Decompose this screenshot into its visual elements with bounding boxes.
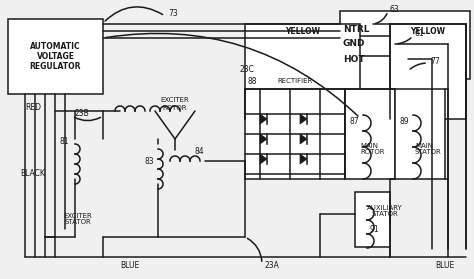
Text: 83: 83: [145, 157, 155, 165]
Text: NTRL: NTRL: [343, 25, 370, 33]
Bar: [390, 24, 466, 119]
Text: YELLOW: YELLOW: [410, 27, 446, 35]
Text: 23B: 23B: [75, 109, 90, 119]
Text: RECTIFIER: RECTIFIER: [277, 78, 313, 84]
Text: 87: 87: [350, 117, 360, 126]
Text: BLACK: BLACK: [20, 170, 45, 179]
Polygon shape: [300, 114, 307, 124]
Bar: [340, 56, 435, 124]
Text: HOT: HOT: [343, 54, 365, 64]
Text: EXCITER
ROTOR: EXCITER ROTOR: [161, 97, 190, 110]
Text: 23C: 23C: [240, 64, 255, 73]
Bar: [340, 11, 470, 79]
Text: GND: GND: [343, 40, 365, 49]
Bar: [340, 36, 452, 104]
Polygon shape: [260, 154, 267, 164]
Text: 61: 61: [415, 30, 425, 39]
Text: BLUE: BLUE: [120, 261, 140, 271]
Text: 84: 84: [195, 146, 205, 155]
Bar: [245, 89, 345, 179]
Text: 73: 73: [168, 9, 178, 18]
Text: AUXILIARY
STATOR: AUXILIARY STATOR: [367, 205, 403, 218]
Text: BLUE: BLUE: [436, 261, 455, 271]
Polygon shape: [300, 154, 307, 164]
Bar: [355, 192, 390, 247]
Text: EXCITER
STATOR: EXCITER STATOR: [64, 213, 92, 225]
Text: 77: 77: [430, 57, 440, 66]
Polygon shape: [260, 134, 267, 144]
Text: MAIN
ROTOR: MAIN ROTOR: [360, 143, 384, 155]
Text: 89: 89: [400, 117, 410, 126]
Polygon shape: [300, 134, 307, 144]
Bar: [8, 19, 103, 94]
Text: RED: RED: [25, 102, 41, 112]
Text: 91: 91: [370, 225, 380, 234]
Text: AUTOMATIC
VOLTAGE
REGULATOR: AUTOMATIC VOLTAGE REGULATOR: [30, 42, 81, 71]
Text: MAIN
STATOR: MAIN STATOR: [415, 143, 442, 155]
Text: YELLOW: YELLOW: [285, 27, 320, 35]
Text: 23A: 23A: [265, 261, 280, 271]
Text: 81: 81: [60, 136, 70, 146]
Text: 88: 88: [248, 76, 257, 85]
Polygon shape: [260, 114, 267, 124]
Bar: [395, 89, 445, 179]
Text: 63: 63: [390, 4, 400, 13]
Bar: [345, 89, 395, 179]
Bar: [245, 24, 360, 119]
